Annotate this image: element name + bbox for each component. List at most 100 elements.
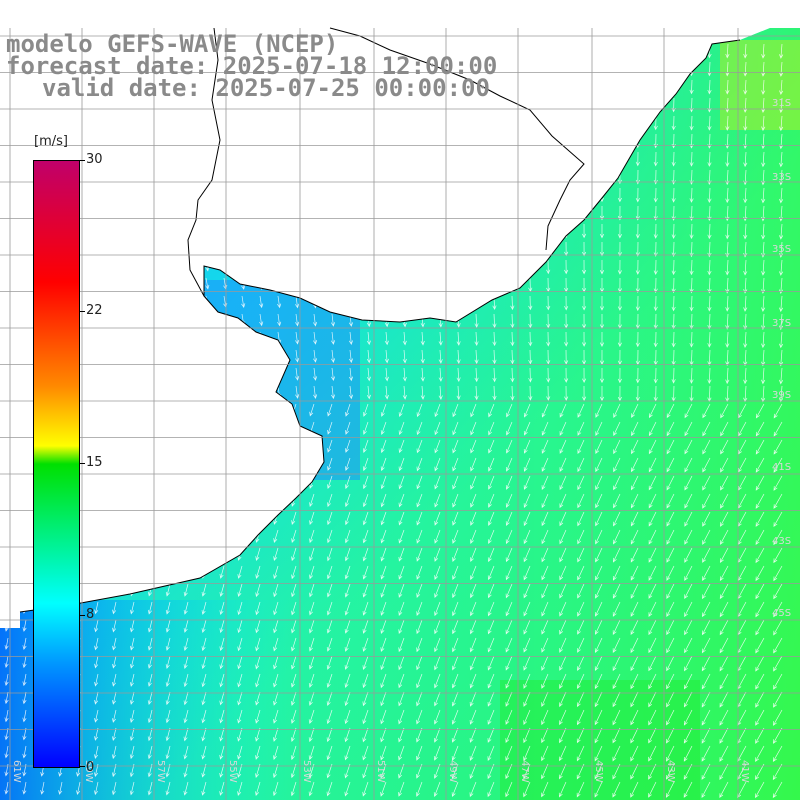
wind-arrow — [255, 583, 261, 598]
latitude-label: 31S — [772, 98, 791, 109]
wind-arrow — [295, 331, 300, 345]
wind-arrow — [348, 223, 353, 237]
wind-arrow — [294, 187, 300, 200]
wind-arrow — [326, 691, 333, 707]
wind-arrow — [452, 619, 459, 635]
wind-arrow — [617, 259, 622, 275]
wind-arrow — [577, 673, 585, 690]
wind-arrow — [97, 349, 102, 362]
wind-arrow — [380, 673, 387, 689]
wind-arrow — [255, 439, 261, 453]
wind-arrow — [327, 493, 333, 508]
wind-arrow — [635, 169, 640, 185]
wind-arrow — [702, 403, 711, 419]
wind-arrow — [564, 169, 569, 184]
wind-arrow — [362, 475, 369, 490]
wind-arrow — [241, 349, 246, 363]
wind-arrow — [612, 673, 621, 690]
wind-arrow — [546, 295, 551, 311]
wind-arrow — [201, 547, 207, 561]
wind-arrow — [312, 115, 317, 128]
wind-arrow — [523, 529, 531, 545]
wind-arrow — [295, 349, 300, 363]
wind-arrow — [187, 187, 192, 199]
wind-arrow — [22, 781, 27, 795]
latitude-label: 43S — [772, 536, 791, 547]
wind-arrow — [488, 475, 495, 490]
wind-arrow — [112, 475, 117, 488]
wind-arrow — [773, 691, 783, 708]
wind-arrow — [22, 709, 27, 723]
wind-arrow — [666, 745, 675, 762]
wind-arrow — [201, 637, 207, 652]
wind-arrow — [523, 475, 531, 490]
wind-arrow — [648, 421, 657, 437]
wind-arrow — [416, 619, 423, 635]
wind-arrow — [147, 547, 153, 561]
wind-arrow — [773, 421, 783, 437]
wind-arrow — [546, 331, 551, 347]
wind-arrow — [720, 439, 729, 455]
wind-arrow — [313, 385, 318, 399]
wind-arrow — [398, 511, 405, 526]
wind-arrow — [594, 637, 603, 653]
wind-arrow — [451, 727, 459, 743]
wind-arrow — [434, 601, 441, 617]
wind-arrow — [470, 511, 477, 526]
wind-arrow — [773, 547, 783, 564]
wind-arrow — [456, 223, 461, 238]
wind-arrow — [398, 547, 405, 562]
wind-arrow — [112, 565, 117, 579]
wind-arrow — [720, 475, 729, 491]
wind-arrow — [416, 547, 423, 562]
wind-arrow — [348, 367, 354, 382]
wind-arrow — [613, 403, 621, 418]
wind-arrow — [582, 133, 587, 148]
wind-arrow — [707, 349, 712, 366]
wind-arrow — [451, 673, 459, 689]
latitude-label: 35S — [772, 244, 791, 255]
wind-arrow — [630, 763, 639, 780]
wind-arrow — [612, 655, 621, 672]
wind-arrow — [541, 727, 549, 744]
wind-arrow — [666, 637, 675, 654]
wind-arrow — [312, 277, 318, 291]
wind-arrow — [653, 331, 658, 348]
wind-arrow — [22, 403, 27, 415]
wind-arrow — [147, 601, 153, 615]
wind-arrow — [219, 619, 225, 634]
wind-arrow — [273, 457, 279, 471]
wind-arrow — [22, 637, 27, 650]
wind-arrow — [94, 781, 99, 796]
wind-arrow — [559, 403, 567, 418]
wind-arrow — [523, 691, 531, 707]
wind-arrow — [380, 403, 387, 417]
wind-arrow — [487, 511, 495, 526]
wind-arrow — [187, 295, 192, 308]
wind-arrow — [456, 349, 461, 364]
wind-arrow — [380, 745, 387, 761]
wind-arrow — [434, 691, 441, 707]
wind-arrow — [779, 115, 784, 132]
wind-arrow — [420, 331, 425, 346]
wind-arrow — [635, 295, 640, 312]
wind-arrow — [761, 223, 766, 240]
wind-arrow — [277, 313, 282, 327]
wind-arrow — [205, 115, 210, 127]
colorbar-tick-label: 22 — [86, 303, 103, 318]
wind-arrow — [151, 133, 156, 145]
wind-arrow — [701, 637, 711, 654]
wind-arrow — [398, 421, 405, 436]
wind-arrow — [255, 403, 261, 417]
wind-arrow — [577, 475, 585, 491]
wind-arrow — [326, 745, 333, 761]
wind-arrow — [719, 601, 729, 618]
wind-arrow — [582, 79, 587, 94]
wind-arrow — [488, 493, 495, 508]
wind-arrow — [416, 511, 423, 526]
wind-arrow — [294, 151, 300, 164]
wind-arrow — [452, 403, 459, 418]
wind-arrow — [505, 601, 513, 617]
wind-arrow — [487, 673, 495, 689]
wind-arrow — [205, 367, 210, 381]
